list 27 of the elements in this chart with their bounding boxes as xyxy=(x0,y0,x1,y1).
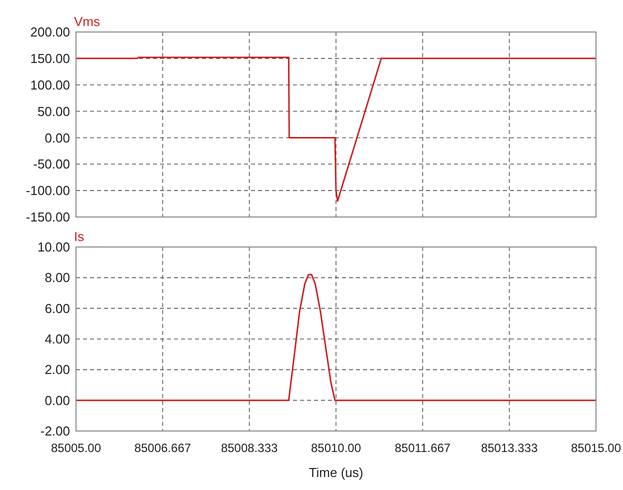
y-tick-label: 50.00 xyxy=(37,104,70,119)
y-tick-label: 10.00 xyxy=(37,240,70,255)
y-tick-label: 100.00 xyxy=(30,77,70,92)
y-tick-label: -50.00 xyxy=(33,156,70,172)
y-tick-label: -150.00 xyxy=(26,210,70,225)
text: Is xyxy=(74,229,85,244)
text: Vms xyxy=(74,14,100,29)
y-tick-label: 6.00 xyxy=(44,300,70,316)
x-tick-label: 85008.333 xyxy=(220,441,278,455)
x-tick-label: 85005.00 xyxy=(50,441,102,455)
y-tick-label: 150.00 xyxy=(30,50,70,66)
y-tick-label: 4.00 xyxy=(44,332,70,347)
x-tick-label: 85010.00 xyxy=(310,441,362,455)
y-tick-label: 2.00 xyxy=(44,362,70,378)
y-tick-label: 0.00 xyxy=(44,392,70,408)
x-tick-label: 85015.00 xyxy=(570,441,622,455)
x-tick-label: 85011.667 xyxy=(394,441,451,455)
line-series xyxy=(75,56,597,202)
x-tick-label: 85013.333 xyxy=(480,441,538,455)
y-tick-label: -100.00 xyxy=(26,183,70,198)
x-axis-title: Time (us) xyxy=(308,465,364,480)
y-tick-label: 200.00 xyxy=(30,24,70,40)
y-tick-label: -2.00 xyxy=(40,424,70,439)
y-tick-label: 8.00 xyxy=(44,270,70,286)
x-tick-label: 85006.667 xyxy=(134,441,192,455)
line-series xyxy=(75,274,597,402)
y-tick-label: 0.00 xyxy=(44,130,70,146)
